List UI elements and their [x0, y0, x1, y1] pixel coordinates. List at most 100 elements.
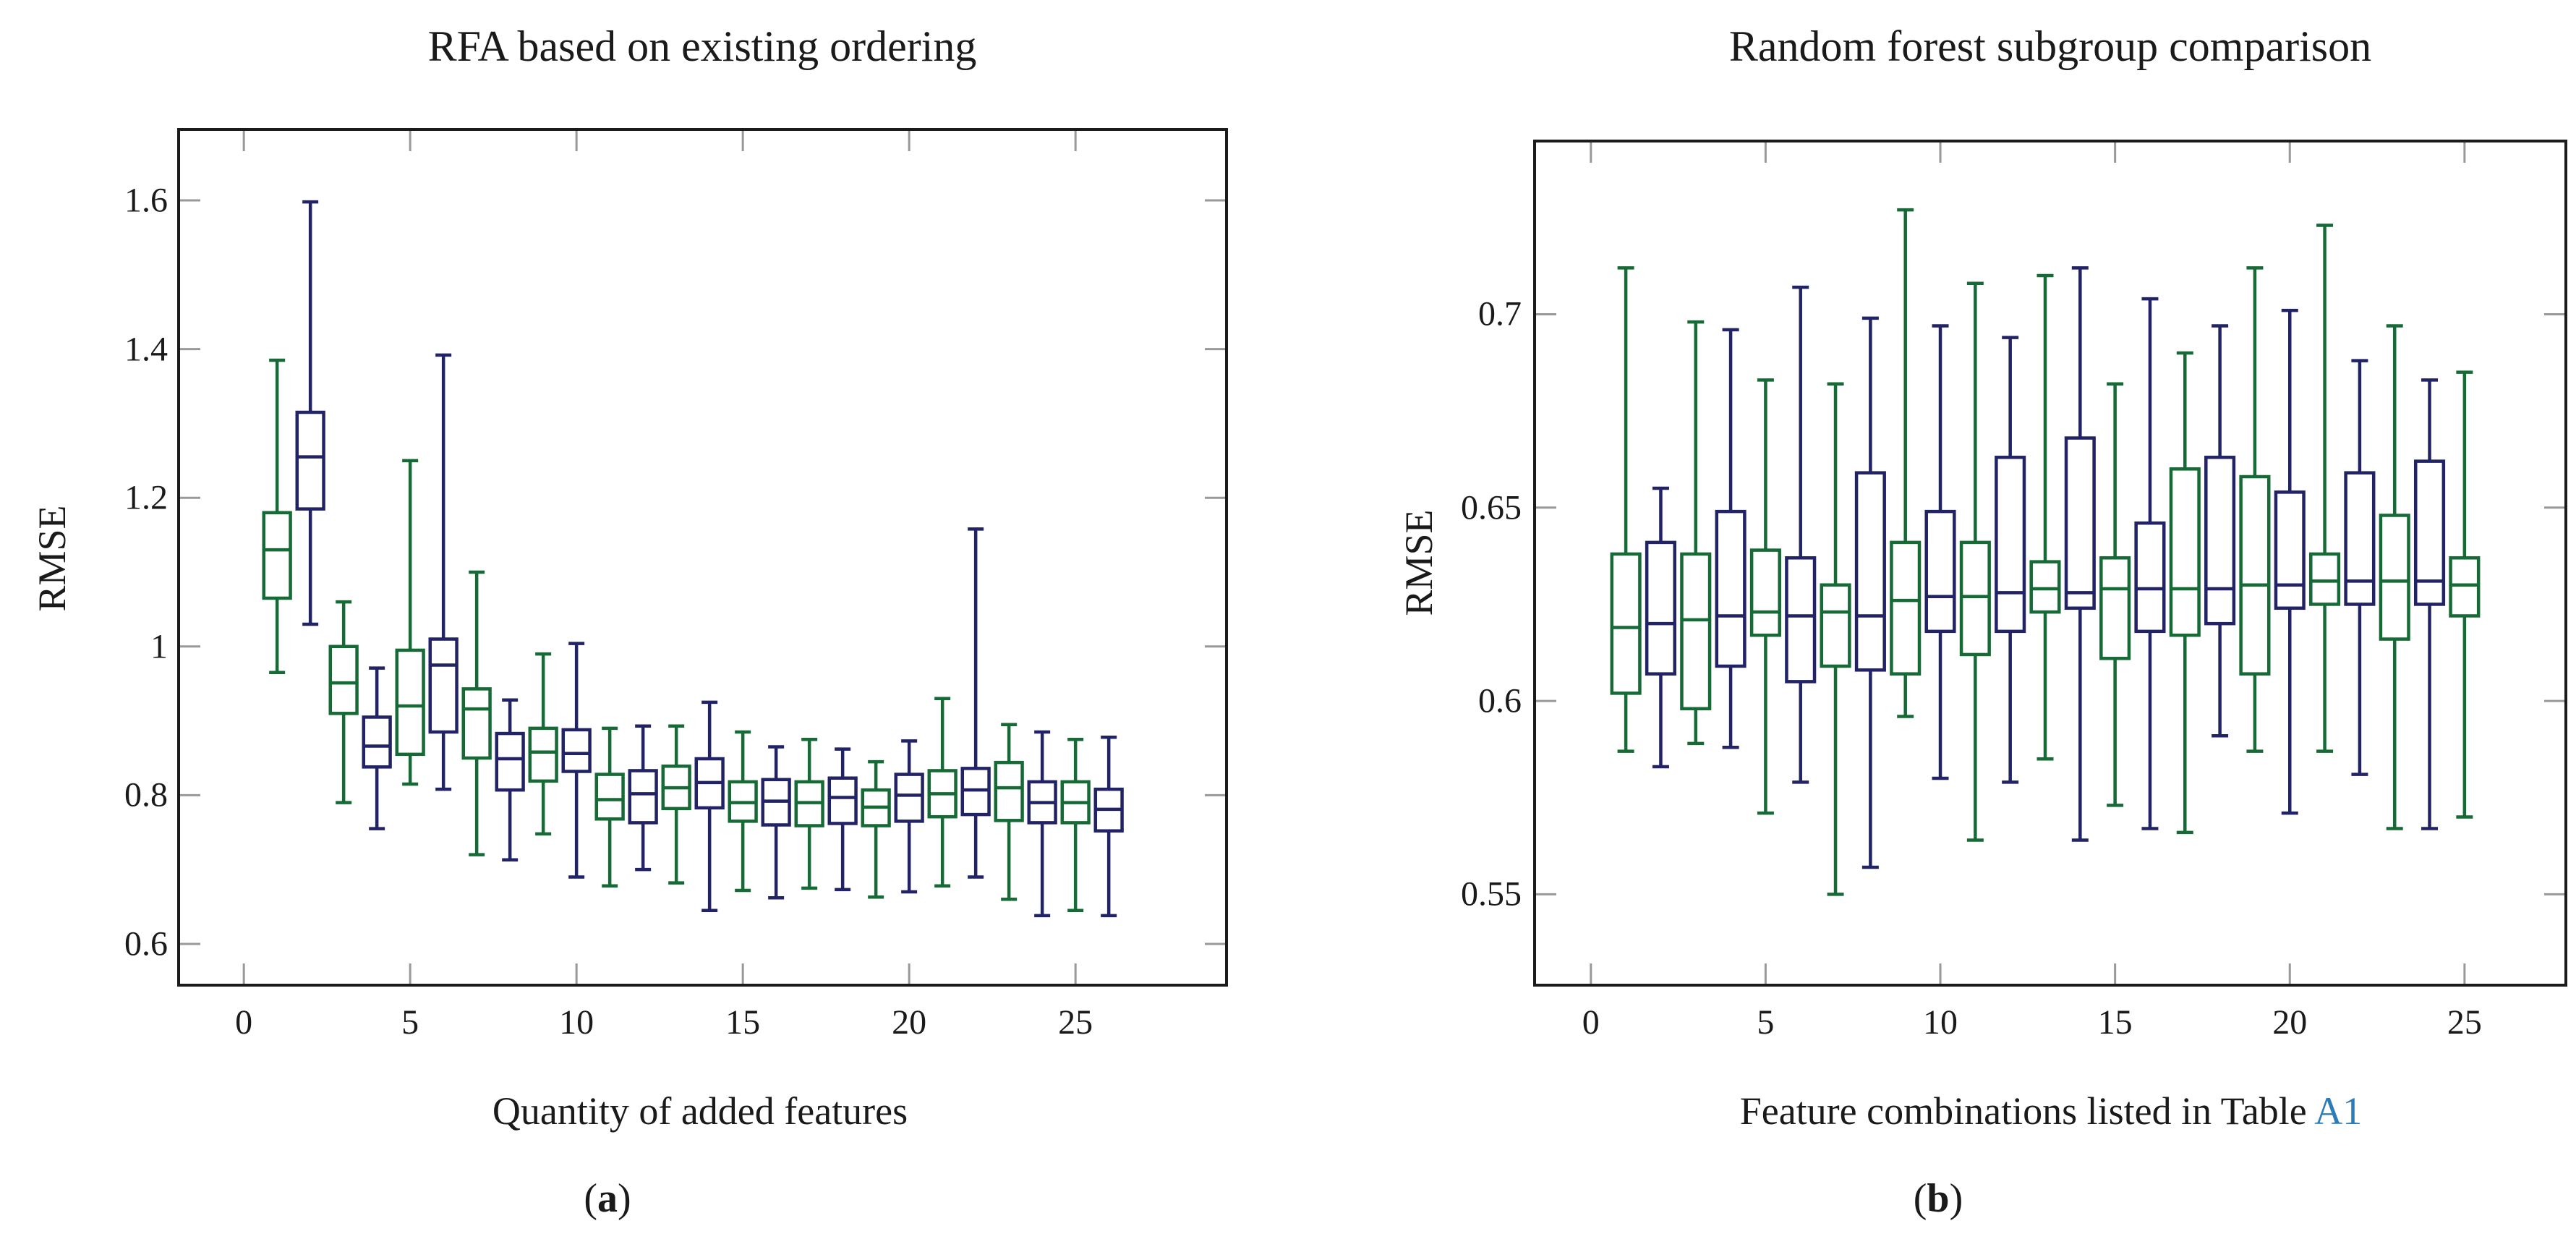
box-iqr	[2274, 490, 2306, 610]
box-plot-b-11	[1959, 281, 1991, 842]
box-plot-a-13	[661, 724, 691, 885]
box-plot-b-8	[1854, 316, 1886, 869]
box-iqr	[1890, 540, 1922, 676]
x-tick-label: 5	[1757, 1003, 1775, 1042]
box-plot-a-1	[262, 358, 292, 675]
y-tick-label: 1	[150, 627, 168, 666]
box-plot-b-20	[2274, 308, 2306, 815]
box-plot-b-17	[2169, 351, 2201, 835]
panel-b-x-axis-label-text: Feature combinations listed in Table	[1739, 1089, 2315, 1133]
panel-a-x-axis-label: Quantity of added features	[492, 1089, 908, 1133]
panel-a-x-axis-label-text: Quantity of added features	[492, 1089, 908, 1133]
y-tick-label: 0.65	[1461, 488, 1522, 527]
x-tick-label: 10	[1923, 1003, 1958, 1042]
box-plot-a-17	[794, 738, 824, 890]
caption-a-open: (	[584, 1176, 597, 1221]
table-a1-link[interactable]: A1	[2314, 1089, 2363, 1133]
y-tick-label: 1.2	[124, 478, 168, 517]
box-iqr	[2413, 459, 2446, 606]
box-iqr	[1924, 509, 1956, 634]
y-tick-label: 0.6	[124, 924, 168, 963]
box-plot-a-14	[694, 700, 725, 912]
box-plot-b-12	[1995, 336, 2026, 784]
caption-a-close: )	[618, 1176, 631, 1221]
y-tick-label: 0.8	[124, 775, 168, 814]
box-plot-a-9	[528, 652, 558, 836]
box-iqr	[2309, 552, 2341, 606]
box-iqr	[395, 648, 425, 757]
box-plot-a-10	[561, 642, 592, 879]
y-tick-label: 0.6	[1478, 681, 1522, 720]
box-plot-a-12	[628, 724, 658, 872]
box-iqr	[461, 687, 492, 760]
box-plot-b-13	[2029, 273, 2061, 761]
box-plot-b-21	[2309, 224, 2341, 753]
box-iqr	[2239, 474, 2271, 676]
box-iqr	[2449, 556, 2481, 618]
y-tick-label: 0.7	[1478, 294, 1522, 333]
box-plot-a-3	[328, 600, 359, 804]
box-plot-a-4	[362, 666, 392, 830]
box-plot-a-6	[428, 353, 459, 791]
box-iqr	[2344, 471, 2376, 606]
box-plot-a-7	[461, 570, 492, 856]
x-tick-label: 10	[559, 1003, 594, 1042]
x-tick-label: 15	[725, 1003, 761, 1042]
caption-b-close: )	[1949, 1176, 1963, 1221]
box-plot-b-15	[2099, 382, 2131, 807]
panel-b-x-axis-label: Feature combinations listed in Table A1	[1740, 1089, 2363, 1133]
box-plot-b-23	[2379, 324, 2410, 830]
plot-border	[177, 128, 1228, 987]
box-iqr	[894, 773, 924, 823]
box-iqr	[2064, 436, 2096, 610]
box-iqr	[1959, 540, 1991, 657]
caption-b-letter: b	[1927, 1176, 1950, 1221]
x-tick-label: 20	[892, 1003, 927, 1042]
box-plot-a-15	[728, 730, 758, 893]
panel-a-title: RFA based on existing ordering	[427, 22, 977, 70]
box-iqr	[1645, 540, 1676, 676]
box-iqr	[428, 637, 459, 734]
x-tick-label: 25	[1058, 1003, 1093, 1042]
box-plot-b-16	[2134, 297, 2166, 830]
x-tick-label: 0	[235, 1003, 253, 1042]
caption-a-letter: a	[597, 1176, 618, 1221]
y-tick-label: 1.6	[124, 181, 168, 220]
box-plot-b-14	[2064, 266, 2096, 842]
panel-b-caption: (b)	[1914, 1175, 1963, 1222]
box-iqr	[1995, 456, 2026, 634]
box-iqr	[2134, 521, 2166, 634]
box-iqr	[2379, 514, 2410, 641]
box-iqr	[1680, 552, 1712, 711]
box-plot-a-20	[894, 739, 924, 894]
box-iqr	[528, 726, 558, 783]
box-plot-b-2	[1645, 486, 1676, 769]
x-tick-label: 25	[2447, 1003, 2482, 1042]
box-iqr	[827, 776, 858, 825]
box-plot-a-25	[1060, 738, 1091, 912]
box-iqr	[1820, 583, 1851, 668]
box-iqr	[295, 410, 325, 511]
box-plot-a-21	[927, 697, 958, 888]
box-plot-b-10	[1924, 324, 1956, 780]
box-iqr	[594, 773, 625, 821]
panel-a-plot	[177, 128, 1228, 987]
box-plot-a-22	[960, 527, 991, 879]
box-iqr	[2099, 556, 2131, 660]
box-plot-a-23	[994, 723, 1024, 901]
y-tick-label: 1.4	[124, 330, 168, 369]
box-plot-b-4	[1715, 328, 1747, 749]
box-plot-a-5	[395, 459, 425, 786]
box-plot-a-2	[295, 200, 325, 626]
box-iqr	[561, 728, 592, 773]
box-iqr	[328, 644, 359, 715]
box-iqr	[262, 511, 292, 600]
panel-a-y-axis-label: RMSE	[30, 505, 74, 612]
box-plot-a-19	[861, 759, 891, 899]
box-iqr	[2169, 467, 2201, 637]
box-plot-a-24	[1027, 730, 1057, 918]
box-plot-a-18	[827, 747, 858, 892]
panel-b-plot	[1533, 140, 2567, 987]
box-plot-b-24	[2413, 378, 2446, 830]
y-tick-label: 0.55	[1461, 874, 1522, 914]
